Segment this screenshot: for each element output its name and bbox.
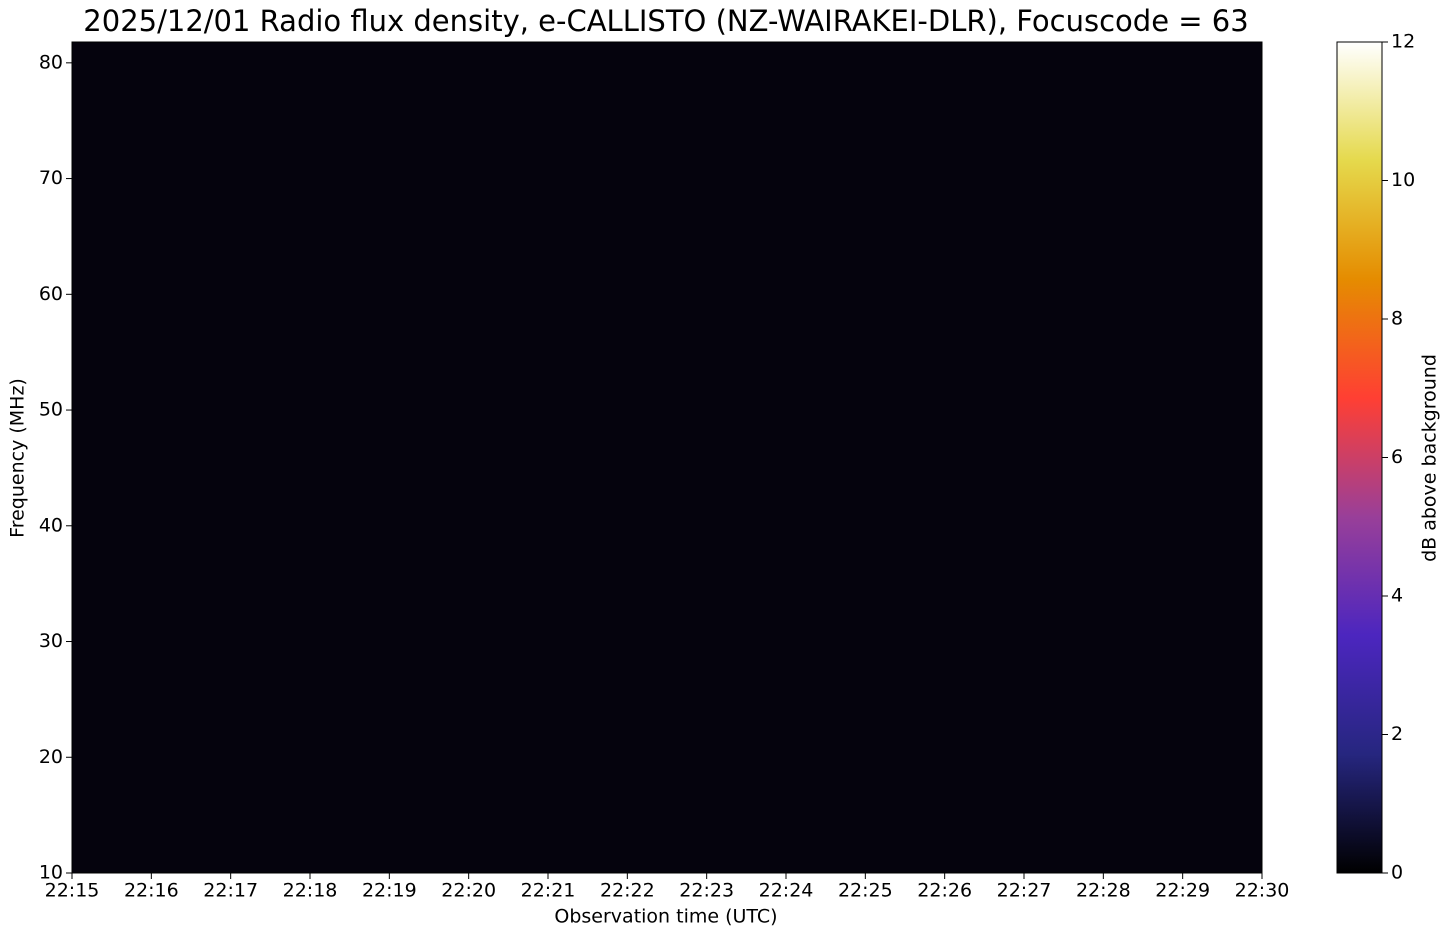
colorbar-label: dB above background	[1419, 354, 1441, 562]
x-tick-label: 22:23	[679, 880, 734, 902]
y-tick-label: 20	[39, 746, 63, 768]
y-tick-label: 60	[39, 283, 63, 305]
y-tick-label: 70	[39, 167, 63, 189]
x-tick-label: 22:26	[917, 880, 972, 902]
chart-title: 2025/12/01 Radio flux density, e-CALLIST…	[83, 4, 1248, 38]
x-tick-label: 22:21	[521, 880, 576, 902]
x-tick-label: 22:30	[1235, 880, 1290, 902]
colorbar	[1336, 41, 1383, 874]
y-tick-label: 80	[39, 51, 63, 73]
x-tick-label: 22:20	[441, 880, 496, 902]
x-tick-label: 22:24	[759, 880, 814, 902]
colorbar-tick-label: 6	[1391, 446, 1403, 468]
x-tick-label: 22:15	[45, 880, 100, 902]
x-tick-label: 22:19	[362, 880, 417, 902]
plot-area	[72, 42, 1262, 873]
x-tick-label: 22:25	[838, 880, 893, 902]
y-axis-label: Frequency (MHz)	[7, 378, 29, 538]
colorbar-tick-label: 0	[1391, 862, 1403, 884]
colorbar-tick-label: 10	[1391, 169, 1415, 191]
colorbar-tick-label: 2	[1391, 723, 1403, 745]
x-axis-label: Observation time (UTC)	[554, 906, 777, 928]
x-tick-label: 22:17	[203, 880, 258, 902]
y-tick-label: 40	[39, 514, 63, 536]
x-tick-label: 22:22	[600, 880, 655, 902]
x-tick-label: 22:27	[997, 880, 1052, 902]
y-tick-label: 30	[39, 630, 63, 652]
colorbar-tick-label: 8	[1391, 308, 1403, 330]
colorbar-tick-label: 4	[1391, 585, 1403, 607]
x-tick-label: 22:18	[283, 880, 338, 902]
x-tick-label: 22:28	[1076, 880, 1131, 902]
y-tick-label: 50	[39, 399, 63, 421]
x-tick-label: 22:16	[124, 880, 179, 902]
plot-frame	[71, 41, 1263, 874]
x-tick-label: 22:29	[1155, 880, 1210, 902]
colorbar-tick-label: 12	[1391, 31, 1415, 53]
y-tick-label: 10	[39, 862, 63, 884]
